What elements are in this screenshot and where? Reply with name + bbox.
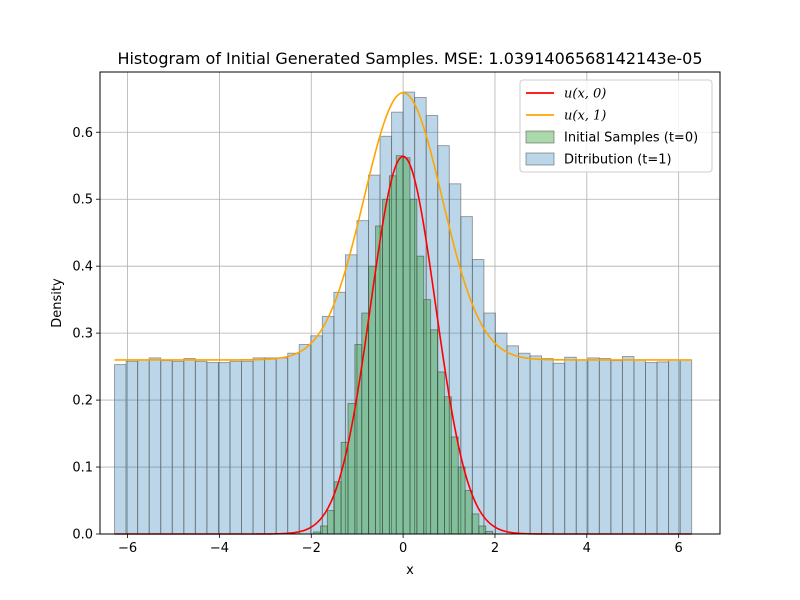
x-tick-label: 6	[675, 541, 683, 556]
distribution-bar	[645, 362, 658, 535]
initial-bar	[388, 175, 397, 535]
initial-bar	[444, 396, 452, 535]
initial-bar	[375, 225, 383, 535]
distribution-bar	[171, 360, 185, 535]
initial-bar	[450, 436, 459, 535]
y-ticks: 0.0 0.1 0.2 0.3 0.4 0.5 0.6	[72, 126, 100, 543]
y-tick-label: 0.5	[72, 193, 93, 208]
initial-bar	[423, 299, 432, 535]
distribution-bar	[529, 355, 543, 535]
distribution-bar	[287, 352, 300, 535]
legend-box	[519, 79, 713, 173]
initial-bar	[457, 466, 466, 535]
x-tick-label: 2	[491, 541, 499, 556]
initial-bar	[326, 510, 335, 535]
axes-frame	[99, 71, 721, 535]
legend-label: Initial Samples (t=0)	[564, 131, 698, 146]
legend-label: u(x, 1)	[564, 109, 606, 124]
u1-curve	[114, 91, 692, 361]
distribution-bar	[264, 357, 277, 535]
distribution-bar	[552, 362, 566, 535]
y-tick-label: 0.6	[72, 126, 93, 141]
distribution-bar	[321, 315, 335, 535]
distribution-bar	[598, 358, 612, 535]
legend-patch-swatch	[525, 152, 555, 166]
legend: u(x, 0) u(x, 1) Initial Samples (t=0) Ditri…	[519, 79, 713, 173]
distribution-bar	[241, 360, 254, 535]
x-ticks: −6 −4 −2 0 2 4 6	[118, 534, 683, 556]
initial-bar	[382, 198, 390, 535]
distribution-bar	[668, 359, 681, 535]
distribution-bar	[137, 359, 150, 535]
distribution-bar	[298, 344, 312, 535]
distribution-bar	[252, 357, 266, 535]
x-tick-label: 4	[583, 541, 591, 556]
initial-bar	[430, 329, 438, 535]
distribution-bar	[633, 359, 646, 535]
distribution-bar	[471, 259, 485, 535]
distribution-bar	[575, 359, 589, 535]
x-tick-label: −2	[302, 541, 321, 556]
distribution-bar	[183, 358, 196, 535]
distribution-bar	[275, 357, 289, 535]
distribution-bar	[564, 356, 577, 535]
legend-label: u(x, 0)	[564, 87, 606, 102]
distribution-bar	[541, 358, 554, 535]
distribution-bar	[621, 356, 635, 535]
distribution-bar	[610, 360, 623, 535]
initial-bar	[478, 525, 487, 535]
distribution-bar	[229, 360, 242, 535]
initial-bar	[402, 157, 411, 535]
initial-bar	[437, 371, 445, 535]
initial-bar	[347, 403, 356, 535]
x-tick-label: −6	[118, 541, 137, 556]
distribution-bar	[587, 357, 600, 535]
distribution-bar	[206, 362, 219, 535]
initial-bar	[320, 525, 328, 535]
x-tick-label: 0	[399, 541, 407, 556]
y-tick-label: 0.3	[72, 327, 93, 342]
initial-bar	[340, 441, 349, 535]
distribution-bar	[506, 345, 519, 535]
initial-bar	[395, 155, 404, 535]
distribution-bar	[483, 312, 496, 535]
distribution-bar	[125, 360, 139, 535]
legend-label: Ditribution (t=1)	[564, 153, 672, 168]
initial-bar	[416, 255, 425, 535]
distribution-bar	[194, 360, 208, 535]
y-tick-label: 0.1	[72, 461, 93, 476]
distribution-bar	[148, 357, 162, 535]
y-axis-label: Density	[50, 278, 65, 328]
distribution-bar	[160, 360, 173, 535]
initial-bar	[409, 198, 418, 535]
initial-bar	[471, 513, 480, 535]
initial-bar	[464, 490, 473, 535]
chart-title: Histogram of Initial Generated Samples. …	[117, 49, 702, 68]
distribution-bar	[494, 332, 508, 535]
distribution-bar	[114, 364, 127, 535]
distribution-bar	[217, 362, 231, 535]
distribution-histogram	[114, 91, 693, 535]
distribution-bar	[310, 335, 323, 535]
distribution-bar	[679, 359, 693, 535]
y-tick-label: 0.0	[72, 528, 93, 543]
distribution-bar	[656, 361, 670, 535]
y-tick-label: 0.4	[72, 260, 93, 275]
x-tick-label: −4	[210, 541, 229, 556]
x-axis-label: x	[406, 563, 414, 578]
legend-patch-swatch	[525, 130, 555, 144]
y-tick-label: 0.2	[72, 394, 93, 409]
distribution-bar	[518, 352, 531, 535]
